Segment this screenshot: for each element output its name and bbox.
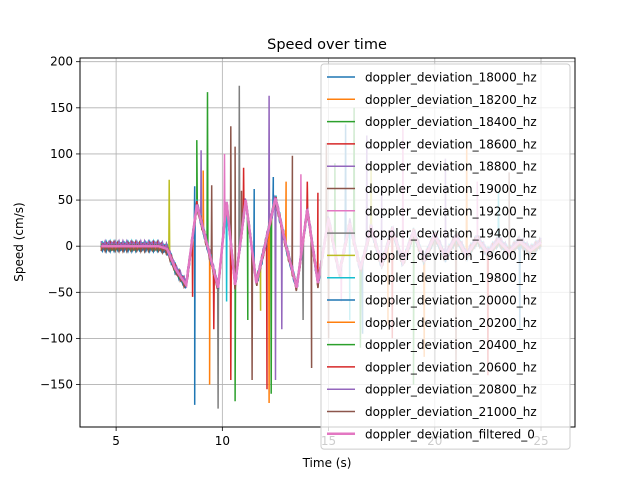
legend-box [320, 63, 571, 450]
legend-label: doppler_deviation_20400_hz [365, 338, 537, 352]
legend-label: doppler_deviation_20800_hz [365, 383, 537, 397]
legend-label: doppler_deviation_19400_hz [365, 227, 537, 241]
y-tick-label: −50 [48, 285, 73, 299]
legend: doppler_deviation_18000_hz doppler_deviat… [320, 63, 571, 450]
x-axis-label: Time (s) [302, 456, 352, 470]
y-tick-label: 0 [65, 239, 73, 253]
y-axis: −150 −100 −50 0 50 100 150 200 [40, 55, 80, 392]
x-tick-label: 5 [112, 434, 120, 448]
y-tick-label: 200 [50, 55, 73, 69]
legend-label: doppler_deviation_18000_hz [365, 71, 537, 85]
legend-label: doppler_deviation_19200_hz [365, 204, 537, 218]
legend-label: doppler_deviation_18400_hz [365, 115, 537, 129]
legend-label: doppler_deviation_21000_hz [365, 405, 537, 419]
legend-label: doppler_deviation_18600_hz [365, 137, 537, 151]
y-tick-label: 50 [58, 193, 73, 207]
legend-label: doppler_deviation_19600_hz [365, 249, 537, 263]
y-axis-label: Speed (cm/s) [12, 202, 26, 281]
chart-title: Speed over time [267, 37, 387, 53]
x-tick-label: 10 [215, 434, 230, 448]
y-tick-label: −100 [40, 331, 73, 345]
y-tick-label: −150 [40, 378, 73, 392]
legend-label: doppler_deviation_18200_hz [365, 93, 537, 107]
legend-label: doppler_deviation_19000_hz [365, 182, 537, 196]
legend-label: doppler_deviation_filtered_0 [365, 427, 535, 441]
legend-label: doppler_deviation_20000_hz [365, 294, 537, 308]
legend-label: doppler_deviation_20600_hz [365, 360, 537, 374]
y-tick-label: 150 [50, 101, 73, 115]
legend-label: doppler_deviation_20200_hz [365, 316, 537, 330]
y-tick-label: 100 [50, 147, 73, 161]
legend-label: doppler_deviation_19800_hz [365, 271, 537, 285]
legend-label: doppler_deviation_18800_hz [365, 160, 537, 174]
